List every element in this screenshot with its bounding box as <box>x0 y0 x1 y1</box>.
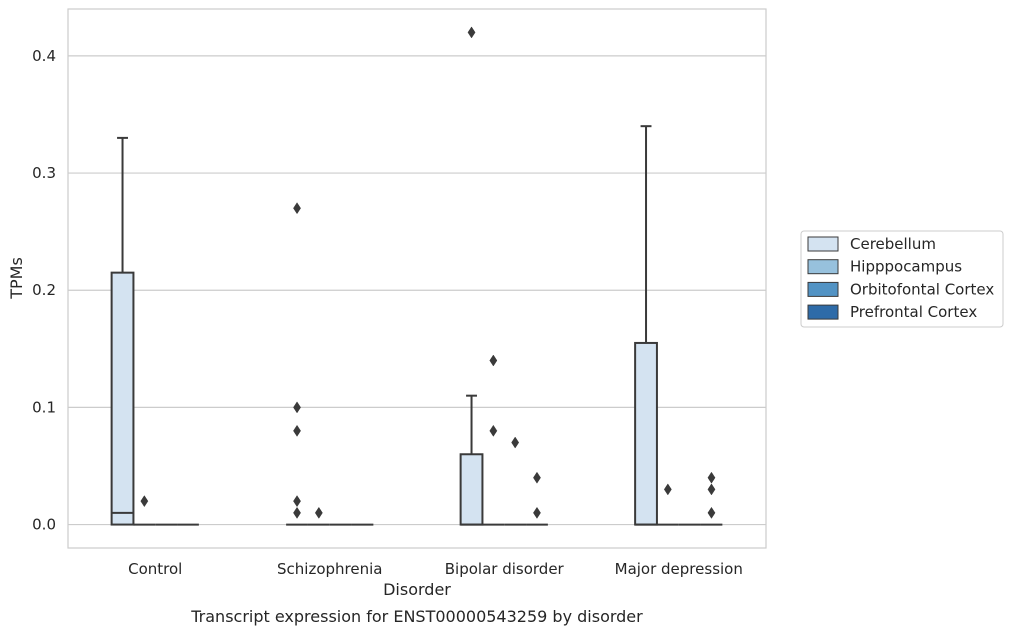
x-tick-label: Major depression <box>615 560 743 578</box>
x-tick-label: Schizophrenia <box>277 560 382 578</box>
x-axis-title: Disorder <box>383 580 451 599</box>
outlier-point <box>511 436 520 449</box>
legend-frame <box>800 230 1004 328</box>
boxes <box>110 125 723 526</box>
y-axis-ticks: 0.0 0.1 0.2 0.3 0.4 <box>32 47 56 534</box>
outliers <box>140 26 716 519</box>
y-tick-label: 0.2 <box>32 281 56 299</box>
x-tick-label: Bipolar disorder <box>445 560 565 578</box>
box-cerebellum <box>634 125 658 526</box>
x-tick-label: Control <box>128 560 182 578</box>
grid-lines <box>68 55 766 526</box>
y-tick-label: 0.4 <box>32 47 56 65</box>
legend: Cerebellum Hipppocampus Orbitofontal Corte… <box>800 230 1004 328</box>
outlier-point <box>467 26 476 39</box>
outlier-point <box>533 506 541 519</box>
outlier-point <box>663 483 672 496</box>
box-body <box>110 271 135 526</box>
box-body <box>459 453 484 526</box>
outlier-point <box>293 401 301 414</box>
legend-label: Orbitofontal Cortex <box>850 280 994 298</box>
y-axis-title: TPMs <box>7 257 26 300</box>
outlier-point <box>489 354 498 367</box>
legend-swatch <box>807 281 839 297</box>
outlier-point <box>293 202 301 215</box>
y-tick-label: 0.1 <box>32 398 56 416</box>
box-body <box>634 341 658 526</box>
outlier-point <box>489 424 498 437</box>
outlier-point <box>707 471 716 484</box>
legend-swatch <box>807 304 839 320</box>
legend-label: Hipppocampus <box>850 258 962 276</box>
box-cerebellum <box>459 394 484 526</box>
plot-area-frame <box>67 8 767 549</box>
outlier-point <box>707 506 716 519</box>
y-tick-label: 0.0 <box>32 516 56 534</box>
outlier-point <box>533 471 541 484</box>
outlier-point <box>293 506 301 519</box>
legend-label: Cerebellum <box>850 235 936 253</box>
outlier-point <box>140 495 149 508</box>
box-cerebellum <box>110 136 135 526</box>
legend-entries: Cerebellum Hipppocampus Orbitofontal Corte… <box>807 235 994 321</box>
legend-swatch <box>807 236 839 252</box>
outlier-point <box>293 495 301 508</box>
outlier-point <box>707 483 716 496</box>
legend-swatch <box>807 259 839 275</box>
chart-caption: Transcript expression for ENST0000054325… <box>190 607 643 626</box>
x-axis-ticks: Control Schizophrenia Bipolar disorder Majo… <box>128 560 743 578</box>
legend-label: Prefrontal Cortex <box>850 303 977 321</box>
outlier-point <box>293 424 301 437</box>
outlier-point <box>314 506 323 519</box>
y-tick-label: 0.3 <box>32 164 56 182</box>
